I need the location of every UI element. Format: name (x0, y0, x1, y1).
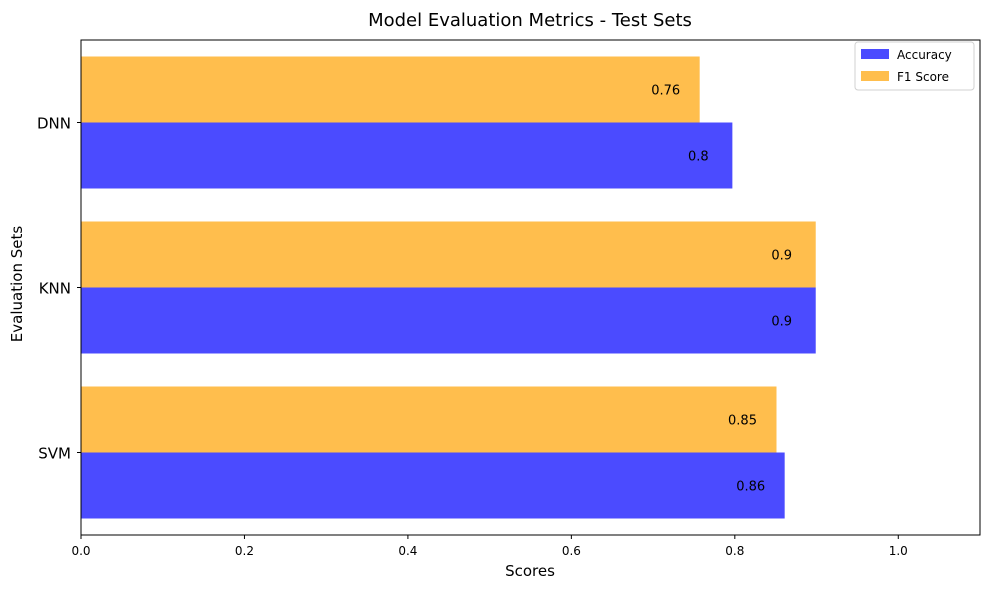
f1-score-bar-knn (81, 221, 816, 288)
accuracy-bar-svm (81, 452, 785, 519)
legend-swatch-accuracy (861, 49, 889, 59)
chart-title: Model Evaluation Metrics - Test Sets (368, 10, 692, 31)
x-tick-label: 0.2 (235, 544, 254, 558)
y-tick-label-svm: SVM (38, 445, 71, 463)
accuracy-value-label-knn: 0.9 (771, 315, 792, 330)
f1-score-value-label-knn: 0.9 (771, 249, 792, 264)
x-tick-label: 0.0 (71, 544, 90, 558)
legend-swatch-f1-score (861, 71, 889, 81)
legend-label-f1-score: F1 Score (897, 70, 949, 84)
axes: DNN KNN SVM 0.0 0.2 0.4 0.6 0.8 1.0 (37, 39, 981, 558)
x-tick-label: 0.6 (562, 544, 581, 558)
f1-score-value-label-svm: 0.85 (728, 414, 757, 429)
legend: Accuracy F1 Score (854, 41, 975, 91)
accuracy-value-label-svm: 0.86 (736, 480, 765, 495)
plot-area: 0.8 0.76 0.9 0.9 0.86 0.85 (81, 56, 816, 519)
accuracy-bar-dnn (81, 122, 733, 189)
f1-score-bar-dnn (81, 56, 700, 123)
y-axis-title: Evaluation Sets (8, 226, 26, 343)
x-tick-label: 1.0 (889, 544, 908, 558)
legend-label-accuracy: Accuracy (897, 48, 952, 62)
plot-frame (80, 39, 981, 536)
y-tick-label-dnn: DNN (37, 115, 71, 133)
y-tick-label-knn: KNN (39, 280, 71, 298)
f1-score-bar-svm (81, 386, 777, 453)
accuracy-value-label-dnn: 0.8 (688, 150, 709, 165)
x-tick-label: 0.8 (725, 544, 744, 558)
x-axis-title: Scores (505, 562, 555, 580)
accuracy-bar-knn (81, 287, 816, 354)
x-tick-label: 0.4 (398, 544, 417, 558)
f1-score-value-label-dnn: 0.76 (651, 84, 680, 99)
